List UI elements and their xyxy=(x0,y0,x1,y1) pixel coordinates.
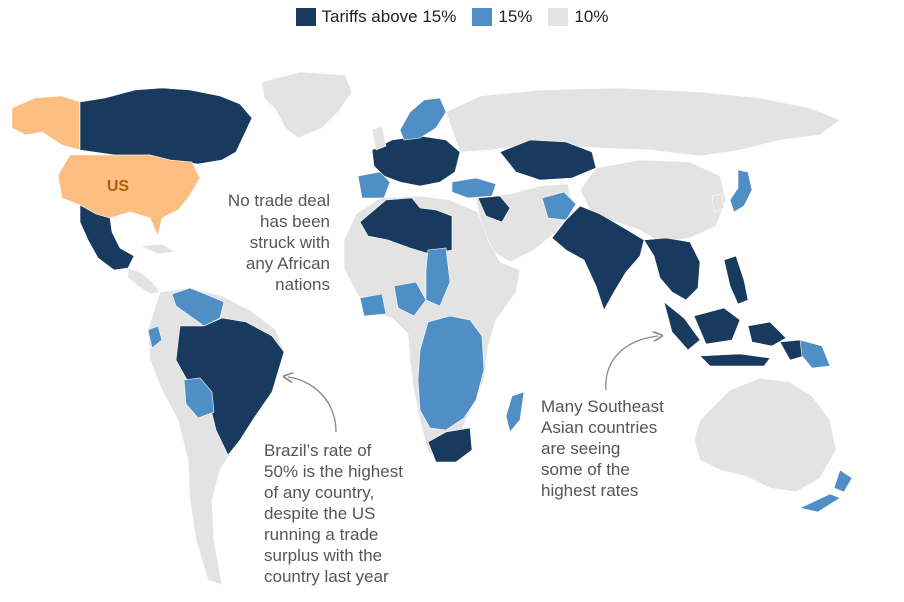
region-japan xyxy=(729,169,753,213)
legend-label: Tariffs above 15% xyxy=(321,7,457,26)
legend-label: 10% xyxy=(574,7,609,26)
region-png xyxy=(799,339,831,369)
region-algeria-libya xyxy=(359,197,453,255)
region-indonesia xyxy=(663,301,787,367)
region-nigeria xyxy=(393,281,427,317)
legend-item-10: 10% xyxy=(548,7,608,27)
region-southeast-asia xyxy=(643,237,701,301)
annotation-line: are seeing xyxy=(541,439,621,458)
region-us xyxy=(57,154,201,237)
region-afghanistan xyxy=(541,191,577,221)
brazil-arrow xyxy=(288,377,337,433)
annotation-line: of any country, xyxy=(264,483,375,502)
southeast-asia-arrow xyxy=(605,336,658,391)
annotation-line: Brazil’s rate of xyxy=(264,441,372,460)
region-russia xyxy=(445,87,841,157)
region-philippines xyxy=(723,255,749,305)
us-label: US xyxy=(107,178,130,195)
annotation-southeast-asia: Many Southeast Asian countries are seein… xyxy=(541,396,691,501)
region-korea xyxy=(711,193,725,213)
annotation-brazil: Brazil’s rate of 50% is the highest of a… xyxy=(264,440,434,587)
region-iberia xyxy=(357,171,391,199)
annotation-line: struck with xyxy=(249,233,330,252)
annotation-line: country last year xyxy=(264,567,389,586)
region-scandinavia xyxy=(399,97,447,141)
region-ecuador xyxy=(147,325,163,349)
annotation-line: surplus with the xyxy=(264,546,383,565)
region-central-africa xyxy=(417,315,485,431)
region-sudan xyxy=(425,247,451,307)
legend-swatch-mid xyxy=(472,8,493,26)
annotation-line: nations xyxy=(275,275,330,294)
region-madagascar xyxy=(505,391,525,433)
legend-swatch-dark xyxy=(295,8,316,26)
legend-label: 15% xyxy=(498,7,533,26)
annotation-line: despite the US xyxy=(264,504,376,523)
region-bolivia xyxy=(183,377,215,419)
annotation-line: 50% is the highest xyxy=(264,462,403,481)
annotation-line: Asian countries xyxy=(541,418,658,437)
region-west-africa xyxy=(359,293,387,317)
legend-item-15: 15% xyxy=(472,7,532,27)
annotation-line: some of the xyxy=(541,460,630,479)
annotation-line: No trade deal xyxy=(227,191,330,210)
region-south-africa xyxy=(427,427,473,463)
region-iraq-syria xyxy=(477,195,511,223)
region-canada xyxy=(79,87,253,165)
legend-swatch-light xyxy=(548,8,569,26)
region-uk xyxy=(371,125,387,151)
region-venezuela xyxy=(171,287,225,327)
region-australia xyxy=(693,377,837,493)
region-greenland xyxy=(261,71,353,139)
region-mexico xyxy=(79,204,135,271)
annotation-line: highest rates xyxy=(541,481,639,500)
legend-item-above-15: Tariffs above 15% xyxy=(295,7,457,27)
annotation-line: running a trade xyxy=(264,525,379,544)
region-alaska xyxy=(11,95,81,151)
map-legend: Tariffs above 15% 15% 10% xyxy=(0,6,904,28)
region-new-zealand xyxy=(799,469,853,513)
region-turkey xyxy=(451,177,497,199)
region-south-asia xyxy=(551,205,645,311)
annotation-line: has been xyxy=(260,212,330,231)
annotation-africa: No trade deal has been struck with any A… xyxy=(200,190,330,295)
annotation-line: Many Southeast xyxy=(541,397,664,416)
region-cuba xyxy=(138,243,176,255)
region-central-america xyxy=(127,267,161,295)
annotation-line: any African xyxy=(245,254,330,273)
